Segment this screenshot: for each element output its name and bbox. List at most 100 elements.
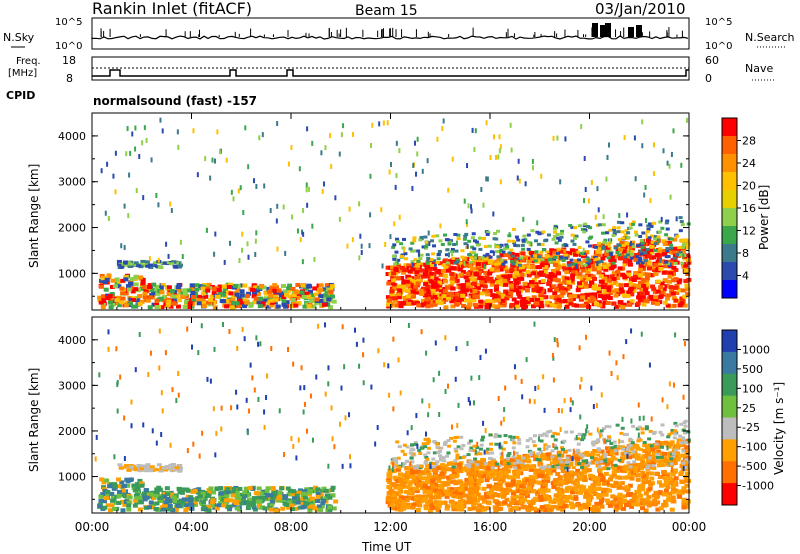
echo-cell: [653, 297, 659, 302]
echo-cell: [641, 464, 647, 469]
echo-cell: [504, 488, 510, 493]
echo-cell: [110, 495, 116, 500]
echo-cell: [386, 281, 392, 286]
echo-cell: [667, 274, 673, 279]
echo-cell: [600, 304, 606, 309]
echo-cell: [622, 275, 628, 280]
echo-cell: [143, 125, 146, 131]
echo-cell: [473, 272, 479, 277]
echo-cell: [547, 275, 553, 280]
echo-cell: [318, 492, 324, 497]
echo-cell: [544, 274, 550, 279]
echo-cell: [415, 171, 418, 177]
echo-cell: [593, 245, 598, 249]
echo-cell: [582, 247, 585, 253]
echo-cell: [475, 450, 480, 454]
echo-cell: [225, 157, 228, 163]
echo-cell: [646, 254, 652, 259]
echo-cell: [189, 283, 195, 288]
echo-cell: [438, 484, 444, 489]
echo-cell: [515, 304, 521, 309]
echo-cell: [430, 264, 435, 268]
echo-cell: [392, 495, 398, 500]
echo-cell: [514, 271, 520, 276]
echo-cell: [562, 299, 568, 304]
colorbar-swatch: [722, 136, 737, 155]
echo-cell: [471, 127, 474, 133]
echo-cell: [683, 431, 688, 435]
echo-cell: [431, 272, 437, 277]
echo-cell: [128, 281, 134, 286]
echo-cell: [162, 491, 168, 496]
echo-cell: [462, 467, 468, 472]
echo-cell: [646, 495, 652, 500]
nsky-spike-block: [592, 23, 598, 37]
echo-cell: [526, 459, 532, 464]
echo-cell: [116, 295, 122, 300]
echo-cell: [326, 297, 332, 302]
echo-cell: [143, 465, 149, 469]
echo-cell: [630, 252, 635, 256]
echo-cell: [477, 465, 483, 470]
echo-cell: [555, 463, 560, 467]
echo-cell: [419, 471, 425, 476]
echo-cell: [468, 490, 474, 495]
echo-cell: [590, 179, 593, 185]
echo-cell: [567, 494, 573, 499]
echo-cell: [464, 468, 470, 473]
echo-cell: [504, 490, 510, 495]
echo-cell: [300, 505, 306, 510]
echo-cell: [122, 494, 128, 499]
echo-cell: [141, 284, 147, 289]
echo-cell: [471, 497, 477, 502]
echo-cell: [563, 477, 569, 482]
echo-cell: [540, 243, 545, 247]
echo-cell: [458, 488, 464, 493]
echo-cell: [498, 473, 504, 478]
echo-cell: [184, 299, 190, 304]
echo-cell: [114, 189, 117, 195]
echo-cell: [603, 238, 608, 242]
echo-cell: [436, 280, 442, 285]
echo-cell: [141, 491, 147, 496]
echo-cell: [664, 221, 669, 225]
echo-cell: [611, 272, 617, 277]
echo-cell: [684, 253, 690, 258]
echo-cell: [502, 500, 508, 505]
echo-cell: [434, 283, 440, 288]
echo-cell: [660, 423, 665, 427]
echo-cell: [234, 292, 240, 297]
echo-cell: [468, 253, 473, 257]
echo-cell: [676, 280, 682, 285]
echo-cell: [570, 487, 576, 492]
echo-cell: [456, 258, 461, 262]
echo-cell: [432, 294, 438, 299]
echo-cell: [468, 478, 474, 483]
echo-cell: [569, 248, 575, 253]
echo-cell: [614, 254, 620, 259]
echo-cell: [659, 290, 665, 295]
echo-cell: [420, 298, 426, 303]
echo-cell: [595, 257, 600, 261]
echo-cell: [467, 277, 473, 282]
echo-cell: [284, 300, 290, 305]
echo-cell: [494, 268, 500, 273]
echo-cell: [641, 480, 647, 485]
echo-cell: [402, 237, 407, 241]
echo-cell: [284, 250, 287, 256]
echo-cell: [542, 453, 548, 458]
echo-cell: [387, 468, 393, 473]
echo-cell: [535, 469, 541, 474]
echo-cell: [456, 462, 462, 467]
freq-panel: Freq. [MHz] 18 8 60 0 Nave: [8, 54, 775, 85]
echo-cell: [130, 298, 136, 303]
echo-cell: [634, 176, 637, 182]
echo-cell: [643, 508, 649, 513]
echo-cell: [667, 279, 673, 284]
echo-cell: [651, 287, 657, 292]
colorbar-swatch: [722, 226, 737, 245]
echo-cell: [533, 471, 539, 476]
echo-cell: [532, 282, 538, 287]
echo-cell: [424, 265, 430, 270]
echo-cell: [229, 305, 235, 310]
